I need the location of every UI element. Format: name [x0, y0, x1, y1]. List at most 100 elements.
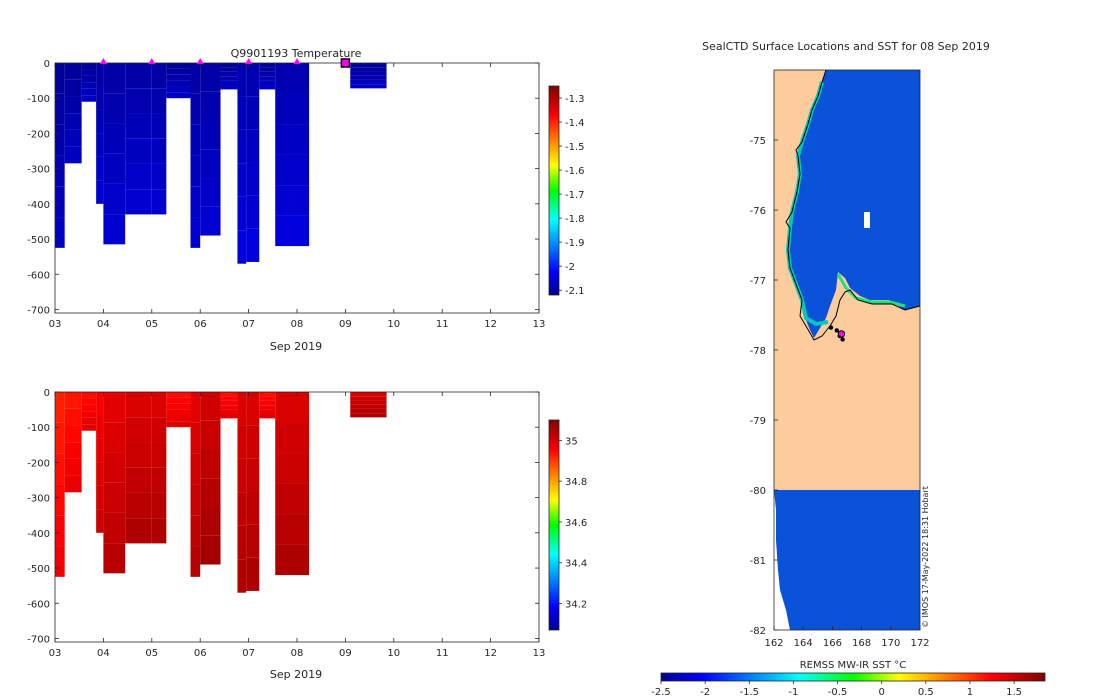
profile-cell-13-0: [259, 63, 276, 68]
profile-cell-2-4: [81, 88, 97, 96]
profile-cell-2-0: [81, 63, 97, 70]
profile-cell-11-1: [237, 96, 247, 130]
profile-cell-15-5: [350, 413, 387, 418]
profile-cell-14-0: [275, 392, 310, 423]
sst-colorbar-tick-label: 0.5: [918, 687, 934, 698]
sst-colorbar-tick-label: 1.5: [1006, 687, 1022, 698]
colorbar-tick-label: -2.1: [565, 286, 585, 297]
coastline: [785, 70, 920, 341]
sst-colorbar-ticks: -2.5 -2 -1.5 -1 -0.5 0 0.5 1 1.5: [651, 681, 1022, 698]
x-tick-label: 10: [387, 648, 400, 659]
profile-cell-3-2: [96, 109, 104, 134]
x-tick-label: 09: [339, 319, 352, 330]
temperature-title: Q9901193 Temperature: [231, 47, 362, 60]
current-location-marker: [837, 330, 846, 338]
sst-colorbar-tick-label: -1.5: [740, 687, 760, 698]
profile-cell-6-2: [151, 113, 167, 139]
profile-cell-2-1: [81, 398, 97, 405]
profile-cell-13-5: [259, 85, 276, 90]
profile-cell-6-5: [151, 189, 167, 215]
profile-cell-15-0: [350, 392, 387, 397]
profile-cell-0-3: [55, 155, 65, 187]
map-y-tick-label: -80: [750, 486, 766, 497]
profile-cell-15-1: [350, 396, 387, 401]
y-tick-label: -100: [27, 423, 50, 434]
profile-cell-12-4: [246, 524, 260, 558]
profile-cell-11-0: [237, 63, 247, 97]
profile-cell-11-4: [237, 196, 247, 231]
colorbar-tick-label: 34.2: [565, 599, 587, 610]
profile-cell-8-2: [190, 453, 201, 485]
profile-cell-0-3: [55, 484, 65, 516]
map-x-tick-label: 168: [852, 638, 871, 649]
profile-cell-0-5: [55, 546, 65, 577]
station-marker-4: [293, 58, 301, 64]
y-tick-label: -500: [27, 564, 50, 575]
y-tick-label: -100: [27, 94, 50, 105]
station-marker-3: [245, 58, 253, 64]
profile-cell-1-0: [64, 63, 82, 80]
profile-cell-4-2: [103, 123, 126, 154]
profile-cell-15-3: [350, 75, 387, 80]
profile-cell-12-5: [246, 228, 260, 262]
colorbar-tick-label: 34.4: [565, 559, 587, 570]
profile-cell-4-4: [103, 512, 126, 544]
map-y-tick-label: -77: [750, 276, 766, 287]
ice-polynya: [864, 212, 870, 228]
profile-cell-2-2: [81, 75, 97, 83]
colorbar-tick-label: 34.8: [565, 477, 587, 488]
map-y-tick-label: -75: [750, 136, 766, 147]
map-y-tick-label: -82: [750, 626, 766, 637]
track-point-1: [834, 328, 839, 333]
profile-cell-8-0: [190, 63, 201, 94]
profile-cell-0-2: [55, 124, 65, 156]
profile-cell-15-2: [350, 71, 387, 76]
temperature-cells: [55, 63, 387, 264]
profile-cell-11-5: [237, 230, 247, 264]
profile-cell-14-2: [275, 124, 310, 155]
map-x-tick-label: 162: [764, 638, 783, 649]
profile-cell-13-3: [259, 405, 276, 410]
map-south-gap: [774, 490, 790, 630]
salinity-colorbar: [548, 419, 560, 631]
profile-cell-3-0: [96, 63, 104, 87]
map-y-tick-label: -81: [750, 556, 766, 567]
profile-cell-6-0: [151, 392, 167, 418]
sst-colorbar-tick-label: -2: [700, 687, 710, 698]
profile-cell-2-3: [81, 82, 97, 89]
profile-cell-11-2: [237, 458, 247, 493]
profile-cell-1-5: [64, 475, 82, 493]
profile-cell-12-5: [246, 557, 260, 591]
colorbar-tick-label: -1.3: [565, 94, 585, 105]
profile-cell-4-4: [103, 183, 126, 215]
profile-cell-5-4: [125, 163, 152, 190]
profile-cell-5-5: [125, 189, 152, 215]
colorbar-tick-label: -2: [565, 262, 575, 273]
colorbar-tick-label: -1.4: [565, 118, 585, 129]
profile-cell-0-4: [55, 186, 65, 218]
profile-cell-5-1: [125, 88, 152, 114]
station-marker-1: [148, 58, 156, 64]
y-tick-label: -500: [27, 235, 50, 246]
temperature-markers: [99, 58, 351, 68]
profile-cell-9-5: [200, 535, 221, 565]
profile-cell-13-4: [259, 80, 276, 86]
profile-cell-10-5: [220, 414, 238, 419]
salinity-cells: [55, 392, 387, 593]
x-tick-label: 03: [49, 648, 62, 659]
profile-cell-15-0: [350, 63, 387, 68]
sst-colorbar-tick-label: 1: [967, 687, 973, 698]
profile-cell-7-5: [166, 92, 191, 99]
salinity-xlabel: Sep 2019: [270, 668, 322, 681]
profile-cell-9-5: [200, 206, 221, 236]
x-tick-label: 08: [291, 648, 304, 659]
colorbar-tick-label: -1.9: [565, 238, 585, 249]
profile-cell-12-3: [246, 162, 260, 196]
profile-cell-12-2: [246, 458, 260, 492]
sst-colorbar-label: REMSS MW-IR SST °C: [800, 660, 907, 671]
profile-cell-14-1: [275, 93, 310, 125]
colorbar-tick-label: -1.6: [565, 166, 585, 177]
profile-cell-13-1: [259, 396, 276, 401]
profile-cell-4-3: [103, 153, 126, 184]
colorbar-tick-label: -1.5: [565, 142, 585, 153]
